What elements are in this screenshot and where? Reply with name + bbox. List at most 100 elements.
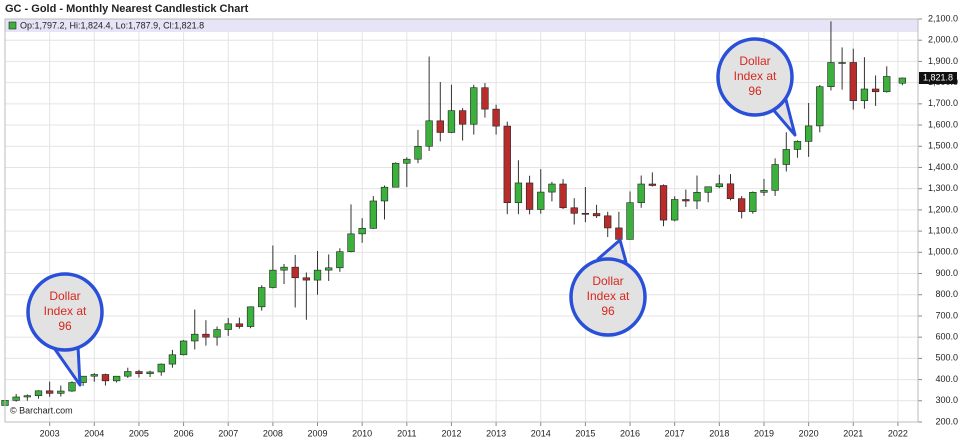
callout-text: Dollar [739,54,770,68]
last-price-tag [919,72,957,85]
candle-body [157,363,165,373]
candle-body [898,77,907,84]
ohlc-legend: Op:1,797.2, Hi:1,824.4, Lo:1,787.9, Cl:1… [20,20,204,30]
candle-body [648,183,657,186]
y-tick-label: 600.0 [935,332,958,342]
x-tick-label: 2003 [40,428,60,438]
candle-body [860,88,869,101]
candle-body [112,375,121,382]
candle-body [804,125,813,142]
candle-body [179,340,188,356]
x-tick-label: 2021 [843,428,863,438]
y-tick-label: 500.0 [935,353,958,363]
candle-body [213,329,221,338]
candle-body [414,145,422,160]
legend-band [5,19,918,32]
callout-text: Dollar [49,289,80,303]
callout-text: Dollar [592,274,623,288]
callout-text: 96 [58,319,72,333]
candle-body [45,390,54,394]
candle-body [369,200,377,229]
candle-body [704,186,712,193]
x-tick-label: 2013 [486,428,506,438]
candle-body [313,269,322,281]
candle-body [458,110,467,125]
y-tick-label: 1,500.0 [928,141,958,151]
candle-body [793,141,802,150]
y-tick-label: 1,900.0 [928,56,958,66]
legend-swatch [8,21,17,30]
candle-body [470,87,478,125]
candle-body [325,267,333,271]
source-label: © Barchart.com [10,405,73,415]
x-tick-label: 2007 [218,428,238,438]
x-tick-label: 2018 [709,428,729,438]
y-tick-label: 1,300.0 [928,183,958,193]
candle-body [481,87,489,110]
candle-body [124,371,132,377]
x-tick-label: 2015 [575,428,595,438]
chart-title: GC - Gold - Monthly Nearest Candlestick … [5,3,249,15]
candle-body [12,396,20,401]
candle-body [503,125,511,203]
candle-body [135,371,143,374]
y-tick-label: 1,200.0 [928,204,958,214]
callout-tail-cover [720,41,790,113]
candle-body [782,149,790,165]
callout-text: 96 [601,304,615,318]
x-tick-label: 2011 [397,428,416,438]
y-tick-label: 400.0 [935,374,958,384]
x-tick-label: 2008 [263,428,283,438]
candle-body [358,228,366,235]
candle-body [548,183,556,193]
candle-body [838,62,846,64]
x-tick-label: 2017 [665,428,685,438]
x-tick-label: 2004 [84,428,104,438]
x-tick-label: 2009 [308,428,328,438]
candle-body [771,164,779,191]
candle-body [403,158,411,164]
y-tick-label: 900.0 [935,268,958,278]
candle-body [380,186,389,202]
candle-body [57,390,65,394]
x-tick-label: 2022 [888,428,908,438]
y-tick-label: 1,400.0 [928,162,958,172]
candle-body [146,371,154,374]
candle-body [883,76,891,93]
candle-body [581,212,590,215]
candle-body [436,120,444,133]
candle-body [693,191,701,202]
callout-text: Index at [44,304,87,318]
candle-body [537,191,545,210]
candle-body [726,183,735,199]
candle-body [302,277,311,281]
candle-body [559,183,567,209]
candle-body [291,266,299,279]
candle-body [570,207,578,214]
candle-body [604,215,612,229]
candle-body [258,287,266,308]
candle-body [191,333,199,342]
callout-text: Index at [734,69,777,83]
candle-body [391,162,400,188]
candle-body [525,182,534,210]
callout-text: Index at [587,289,630,303]
candle-body [816,86,824,127]
x-tick-label: 2016 [620,428,640,438]
candle-body [235,323,244,327]
candle-body [447,110,456,133]
y-tick-label: 2,100.0 [928,13,958,23]
candle-body [492,108,500,127]
x-tick-label: 2012 [441,428,461,438]
candle-body [224,323,232,330]
candle-body [615,227,623,240]
x-tick-label: 2014 [531,428,551,438]
last-price-label: 1,821.8 [923,72,953,82]
candle-body [626,202,634,240]
candle-body [347,233,355,252]
callout-text: 96 [748,84,762,98]
